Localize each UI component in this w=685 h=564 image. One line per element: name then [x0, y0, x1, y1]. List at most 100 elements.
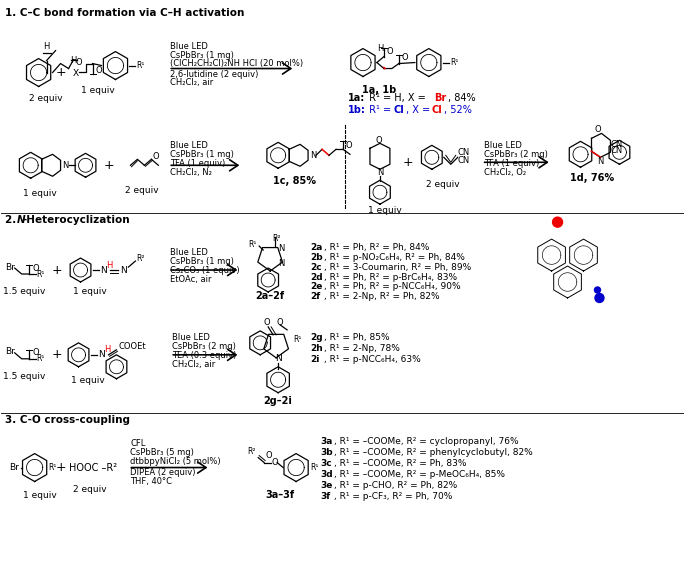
Text: 1d, 76%: 1d, 76%: [571, 173, 614, 183]
Text: 2h: 2h: [310, 345, 323, 353]
Text: CN: CN: [458, 148, 470, 157]
Text: +: +: [55, 66, 66, 79]
Circle shape: [553, 217, 562, 227]
Text: , R¹ = –COOMe, R² = p-MeOC₆H₄, 85%: , R¹ = –COOMe, R² = p-MeOC₆H₄, 85%: [334, 470, 505, 479]
Text: , R¹ = p-NO₂C₆H₄, R² = Ph, 84%: , R¹ = p-NO₂C₆H₄, R² = Ph, 84%: [324, 253, 465, 262]
Text: Blue LED: Blue LED: [173, 333, 210, 342]
Text: O: O: [95, 66, 102, 75]
Text: , R¹ = 2-Np, R² = Ph, 82%: , R¹ = 2-Np, R² = Ph, 82%: [324, 293, 440, 302]
Text: Cl: Cl: [432, 105, 443, 116]
Text: 2 equiv: 2 equiv: [426, 180, 460, 189]
Text: CsPbBr₃ (2 mg): CsPbBr₃ (2 mg): [484, 150, 547, 159]
Text: N: N: [121, 266, 127, 275]
Text: +: +: [55, 461, 66, 474]
Text: , R¹ = –COOMe, R² = phenylcyclobutyl, 82%: , R¹ = –COOMe, R² = phenylcyclobutyl, 82…: [334, 448, 533, 457]
Text: N: N: [377, 168, 383, 177]
Text: CH₂Cl₂, air: CH₂Cl₂, air: [173, 360, 216, 369]
Text: , 52%: , 52%: [444, 105, 472, 116]
Text: CsPbBr₃ (1 mg): CsPbBr₃ (1 mg): [171, 257, 234, 266]
Text: Br: Br: [5, 262, 14, 271]
Text: THF, 40°C: THF, 40°C: [130, 477, 173, 486]
Text: +: +: [51, 263, 62, 276]
Text: N: N: [278, 258, 284, 267]
Text: R¹: R¹: [293, 336, 301, 345]
Text: COOEt: COOEt: [119, 342, 146, 351]
Text: 3f: 3f: [320, 492, 330, 501]
Text: O: O: [75, 58, 82, 67]
Text: R¹: R¹: [248, 240, 256, 249]
Text: 2d: 2d: [310, 272, 323, 281]
Text: R¹: R¹: [450, 58, 458, 67]
Text: 1 equiv: 1 equiv: [71, 376, 104, 385]
Text: HOOC –R²: HOOC –R²: [68, 462, 116, 473]
Text: O: O: [387, 47, 394, 56]
Text: O: O: [346, 141, 353, 150]
Text: CsPbBr₃ (5 mg): CsPbBr₃ (5 mg): [130, 448, 195, 457]
Text: 2 equiv: 2 equiv: [73, 485, 106, 494]
Text: , R¹ = 2-Np, 78%: , R¹ = 2-Np, 78%: [324, 345, 400, 353]
Text: , R¹ = –COOMe, R² = Ph, 83%: , R¹ = –COOMe, R² = Ph, 83%: [334, 459, 466, 468]
Text: O: O: [271, 458, 278, 467]
Text: Br: Br: [5, 347, 14, 356]
Text: EtOAc, air: EtOAc, air: [171, 275, 212, 284]
Text: R¹: R¹: [49, 463, 57, 472]
Text: 2,6-lutidine (2 equiv): 2,6-lutidine (2 equiv): [171, 70, 259, 79]
Text: O: O: [263, 319, 270, 327]
Text: 3. C-O cross-coupling: 3. C-O cross-coupling: [5, 415, 129, 425]
Text: TFA (1 equiv): TFA (1 equiv): [484, 159, 539, 168]
Text: CN: CN: [610, 146, 623, 155]
Text: 2a: 2a: [310, 243, 323, 252]
Text: R²: R²: [136, 254, 145, 263]
Text: 2g: 2g: [310, 333, 323, 342]
Text: CN: CN: [458, 156, 470, 165]
Text: N: N: [275, 354, 282, 363]
Text: Br: Br: [434, 94, 446, 103]
Text: TEA (0.3 equiv): TEA (0.3 equiv): [173, 351, 237, 360]
Text: CH₂Cl₂, air: CH₂Cl₂, air: [171, 78, 214, 87]
Text: O: O: [375, 136, 382, 145]
Text: 1a, 1b: 1a, 1b: [362, 86, 396, 95]
Text: 1.5 equiv: 1.5 equiv: [3, 372, 45, 381]
Text: +: +: [51, 349, 62, 362]
Text: 2b: 2b: [310, 253, 323, 262]
Text: N: N: [99, 350, 105, 359]
Text: 2 equiv: 2 equiv: [125, 186, 159, 195]
Text: Blue LED: Blue LED: [171, 141, 208, 150]
Text: H: H: [377, 43, 383, 52]
Text: 1 equiv: 1 equiv: [81, 86, 114, 95]
Text: CsPbBr₃ (1 mg): CsPbBr₃ (1 mg): [171, 51, 234, 60]
Text: , R¹ = p-CF₃, R² = Ph, 70%: , R¹ = p-CF₃, R² = Ph, 70%: [334, 492, 452, 501]
Text: , R¹ = 3-Coumarin, R² = Ph, 89%: , R¹ = 3-Coumarin, R² = Ph, 89%: [324, 262, 471, 271]
Text: H: H: [43, 42, 50, 51]
Text: CsPbBr₃ (2 mg): CsPbBr₃ (2 mg): [173, 342, 236, 351]
Text: 1 equiv: 1 equiv: [368, 206, 401, 215]
Text: DIPEA (2 equiv): DIPEA (2 equiv): [130, 468, 196, 477]
Text: 3a–3f: 3a–3f: [266, 491, 295, 500]
Text: R²: R²: [248, 447, 256, 456]
Text: 1. C–C bond formation via C–H activation: 1. C–C bond formation via C–H activation: [5, 8, 244, 17]
Text: 1c, 85%: 1c, 85%: [273, 176, 316, 186]
Text: 1 equiv: 1 equiv: [73, 288, 106, 297]
Text: 3e: 3e: [320, 481, 332, 490]
Text: , R¹ = Ph, R² = p-BrC₆H₄, 83%: , R¹ = Ph, R² = p-BrC₆H₄, 83%: [324, 272, 457, 281]
Text: Blue LED: Blue LED: [171, 248, 208, 257]
Text: -Heterocyclization: -Heterocyclization: [23, 215, 130, 225]
Text: 1 equiv: 1 equiv: [23, 189, 56, 198]
Text: X: X: [73, 69, 79, 78]
Text: R¹: R¹: [310, 463, 319, 472]
Text: , R¹ = p-CHO, R² = Ph, 82%: , R¹ = p-CHO, R² = Ph, 82%: [334, 481, 458, 490]
Text: , X =: , X =: [406, 105, 433, 116]
Text: Cl: Cl: [394, 105, 405, 116]
Text: CH₂Cl₂, N₂: CH₂Cl₂, N₂: [171, 168, 212, 177]
Text: 1 equiv: 1 equiv: [23, 491, 56, 500]
Text: 3b: 3b: [320, 448, 333, 457]
Text: N: N: [101, 266, 108, 275]
Text: N: N: [16, 215, 25, 225]
Text: 1.5 equiv: 1.5 equiv: [3, 288, 45, 297]
Text: CFL: CFL: [130, 439, 146, 448]
Text: (ClCH₂CH₂Cl)₂NH HCl (20 mol%): (ClCH₂CH₂Cl)₂NH HCl (20 mol%): [171, 59, 303, 68]
Text: , R¹ = Ph, 85%: , R¹ = Ph, 85%: [324, 333, 390, 342]
Text: Blue LED: Blue LED: [171, 42, 208, 51]
Text: 2f: 2f: [310, 293, 321, 302]
Text: N: N: [310, 151, 316, 160]
